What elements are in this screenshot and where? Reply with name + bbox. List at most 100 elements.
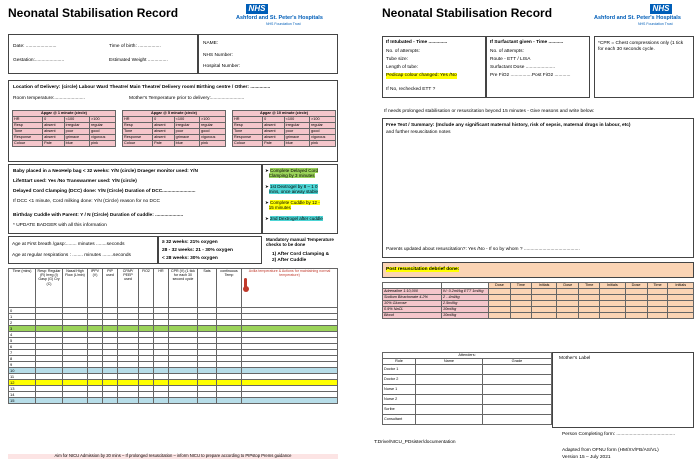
apgar-option[interactable]: pink	[89, 140, 116, 147]
apgar-option[interactable]: Pale	[262, 140, 285, 147]
apgar-option[interactable]: pink	[309, 140, 336, 147]
badger-note: * UPDATE BADGER with all this informatio…	[13, 223, 107, 228]
drug-entry[interactable]	[599, 312, 626, 319]
attender-grade[interactable]	[481, 414, 553, 425]
drug-entry[interactable]	[509, 312, 532, 319]
intubation-attempts[interactable]: No. of attempts:	[386, 49, 420, 54]
attender-grade[interactable]	[481, 394, 553, 405]
tube-length[interactable]: Length of tube:	[386, 65, 419, 70]
timing-target-text: Complete Delayed Cord	[270, 168, 319, 173]
obs-cell[interactable]	[197, 397, 217, 404]
fio2-pre-post[interactable]: Pre FiO2 ................Post FiO2 .....…	[490, 73, 571, 78]
obs-cell[interactable]	[102, 397, 118, 404]
sheet-header-row: Time (mins) Resp: Regular (R) Irreg (I) G…	[8, 268, 338, 308]
attender-grade[interactable]	[481, 364, 553, 375]
apgar-option[interactable]: blue	[63, 140, 91, 147]
drug-entry[interactable]	[530, 312, 558, 319]
sheet-header: CPR (V) (1 tick for each 30 second cycle	[168, 268, 198, 308]
sheet-header: Time (mins)	[8, 268, 36, 308]
cuddle-line[interactable]: Birthday Cuddle with Parent: Y / N (Circ…	[13, 213, 184, 218]
lifestart-line[interactable]: LifeStart used: Yes /No Transwarmer used…	[13, 179, 137, 184]
birth-details-box: Date: ....................... Time of bi…	[8, 34, 198, 74]
attender-name[interactable]	[415, 364, 483, 375]
attender-name[interactable]	[415, 414, 483, 425]
gestation-field[interactable]: Gestation:......................	[13, 58, 65, 63]
oxygen-line-3: < 28 weeks: 30% oxygen	[162, 256, 218, 261]
obs-cell[interactable]	[62, 397, 88, 404]
obs-cell[interactable]	[138, 397, 154, 404]
intubated-time[interactable]: If Intubated - Time ..............	[386, 40, 448, 45]
obs-cell[interactable]	[241, 397, 338, 404]
pedicap-colour[interactable]: Pedicap colour changed: Yes /No	[386, 73, 457, 79]
tube-size[interactable]: Tube size:	[386, 57, 408, 62]
version-note: Version 15 – July 2021	[562, 455, 611, 460]
obs-cell[interactable]	[216, 397, 242, 404]
nhs-number-field[interactable]: NHS Number:	[203, 53, 233, 58]
date-field[interactable]: Date: .......................	[13, 44, 57, 49]
mother-temperature[interactable]: Mother's Temperature prior to delivery:.…	[129, 96, 245, 101]
first-breath-field[interactable]: Age at First breath /gasp:........ minut…	[12, 242, 125, 247]
obs-cell[interactable]	[153, 397, 169, 404]
obs-cell[interactable]	[87, 397, 103, 404]
time-of-birth-field[interactable]: Time of birth: .................	[109, 44, 161, 49]
sheet-header: CPAP/ PEEP used	[117, 268, 139, 308]
surfactant-time[interactable]: If Surfactant given - Time ...........	[490, 40, 564, 45]
apgar-table-3: Apgar @ 10 minute (circle) HR 0 <100 >100 Res…	[231, 110, 336, 147]
attender-row: Doctor 1	[382, 364, 553, 375]
timing-targets-box: ➤ Complete Delayed Cord Clamping by 3 mi…	[262, 164, 338, 234]
room-temperature[interactable]: Room temperature:.......................	[13, 96, 85, 101]
apgar-option[interactable]: pink	[199, 140, 226, 147]
neohelp-line[interactable]: Baby placed in a NeoHelp bag < 32 weeks:…	[13, 169, 198, 174]
obs-cell[interactable]	[35, 397, 63, 404]
apgar-option[interactable]: blue	[173, 140, 201, 147]
attender-grade[interactable]	[481, 384, 553, 395]
delivery-location[interactable]: Location of Delivery: (circle) Labour Wa…	[13, 85, 271, 90]
surfactant-attempts[interactable]: No. of attempts:	[490, 49, 524, 54]
regular-resp-field[interactable]: Age at regular respirations : ........ m…	[12, 253, 131, 258]
free-text-label-2: and further resuscitation notes	[386, 130, 451, 135]
apgar-option[interactable]: blue	[283, 140, 311, 147]
ett-recheck[interactable]: If No, rechecked ETT ?	[386, 87, 436, 92]
drug-header-row: Dose Time Initials Dose Time Initials Dose Time…	[382, 282, 694, 289]
drug-entry[interactable]	[556, 312, 580, 319]
attender-grade[interactable]	[481, 374, 553, 385]
surfactant-dose[interactable]: Surfactant Dose ......................	[490, 65, 556, 70]
person-completing-field[interactable]: Person Completing form: ................…	[562, 432, 676, 437]
page-title: Neonatal Stabilisation Record	[8, 6, 179, 20]
attender-name[interactable]	[415, 404, 483, 415]
name-field[interactable]: NAME:	[203, 41, 219, 46]
drug-entry[interactable]	[578, 312, 601, 319]
estimated-weight-field[interactable]: Estimated Weight ...............	[109, 58, 168, 63]
apgar-option[interactable]: Pale	[42, 140, 65, 147]
drug-entry[interactable]	[488, 312, 511, 319]
nhs-logo: NHS	[246, 4, 268, 14]
oxygen-box: ≥ 32 weeks: 21% oxygen 28 - 32 weeks: 21…	[158, 236, 262, 264]
timing-target-text-2: 15 minutes	[268, 205, 291, 211]
apgar-row: Response absent grimace vigorous	[231, 134, 336, 141]
attender-row: Nurse 1	[382, 384, 553, 395]
hospital-number-field[interactable]: Hospital Number:	[203, 64, 241, 69]
drug-entry[interactable]	[667, 312, 694, 319]
sheet-header: FiO2	[138, 268, 154, 308]
apgar-table-2: Apgar @ 5 minute (circle) HR 0 <100 >100 Resp…	[121, 110, 226, 147]
attender-role: Consultant	[382, 414, 416, 425]
drug-entry[interactable]	[646, 312, 669, 319]
parents-updated[interactable]: Parents updated about resuscitation?: Ye…	[386, 247, 580, 252]
surfactant-route[interactable]: Route - ETT / LISA	[490, 57, 531, 62]
free-text-box[interactable]: Free Text / Summary: (Include any signif…	[382, 118, 694, 258]
nhs-logo-2: NHS	[650, 4, 672, 14]
attender-name[interactable]	[415, 384, 483, 395]
attender-name[interactable]	[415, 374, 483, 385]
drug-dose: IV: 0.2ml/kg ETT 1ml/kg	[441, 288, 489, 295]
attender-grade[interactable]	[481, 404, 553, 415]
obs-cell[interactable]	[168, 397, 198, 404]
timing-target-3: ➤ Complete Cuddle by 12 - 15 minutes	[265, 200, 320, 211]
cord-milking-line[interactable]: If DCC <1 minute, Cord milking done: Y/N…	[13, 199, 160, 204]
cord-clamping-line[interactable]: Delayed Cord Clamping (DCC) done: Y/N (C…	[13, 189, 196, 194]
form-page-1: Neonatal Stabilisation Record NHS Ashfor…	[0, 0, 346, 464]
obs-cell[interactable]	[117, 397, 139, 404]
apgar-table-1: Apgar @ 1 minute (circle) HR 0 <100 >100 Resp…	[11, 110, 116, 147]
attender-name[interactable]	[415, 394, 483, 405]
drug-entry[interactable]	[624, 312, 648, 319]
apgar-option[interactable]: Pale	[152, 140, 175, 147]
